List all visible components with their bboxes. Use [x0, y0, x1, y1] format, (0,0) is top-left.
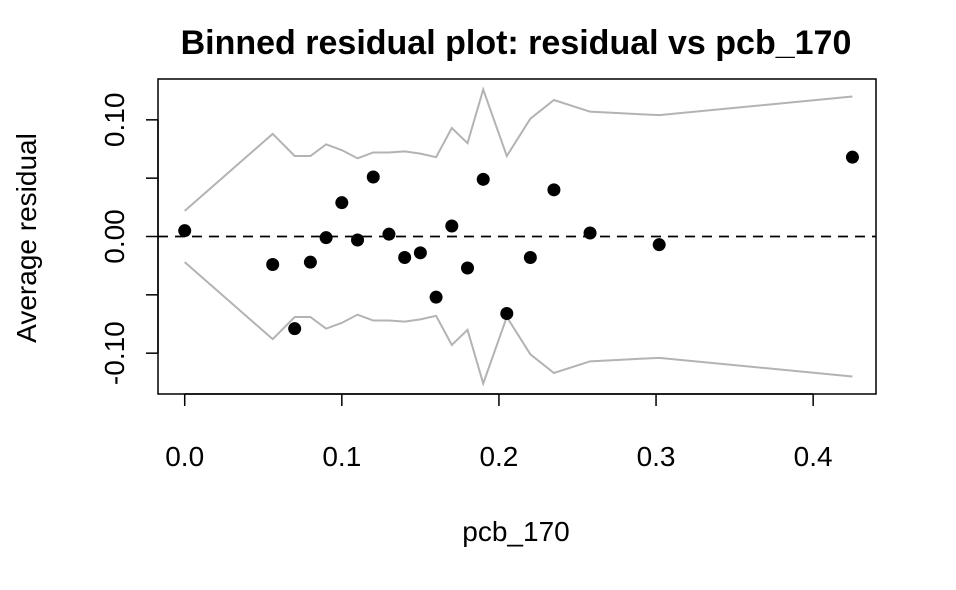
x-tick-label: 0.2: [479, 441, 518, 472]
data-point: [583, 226, 597, 240]
chart-title: Binned residual plot: residual vs pcb_17…: [181, 24, 852, 62]
data-point: [461, 261, 475, 275]
data-point: [366, 170, 380, 184]
data-point: [500, 307, 514, 320]
x-tick-label: 0.0: [165, 441, 204, 472]
data-point: [351, 233, 365, 247]
y-tick-label: 0.00: [99, 209, 130, 264]
plot-area: 0.0 0.1 0.2 0.3 0.4 -0.10 0.00 0.10: [99, 78, 877, 472]
x-tick-label: 0.4: [794, 441, 833, 472]
data-point: [288, 322, 302, 336]
data-point: [652, 238, 666, 252]
data-point: [845, 150, 859, 164]
data-point: [413, 246, 427, 260]
data-point: [523, 251, 537, 264]
data-point: [266, 258, 280, 271]
y-tick-label: 0.10: [99, 93, 130, 148]
y-axis-title: Average residual: [11, 133, 42, 343]
y-tick-label: -0.10: [99, 321, 130, 385]
data-point: [547, 183, 561, 197]
data-point: [382, 227, 396, 241]
data-point: [319, 231, 333, 245]
lower-bound-line: [184, 261, 853, 387]
x-axis-title: pcb_170: [462, 516, 569, 547]
data-point: [178, 224, 192, 238]
x-tick-label: 0.3: [637, 441, 676, 472]
data-point: [303, 255, 317, 269]
x-tick-label: 0.1: [322, 441, 361, 472]
upper-bound-line: [184, 86, 853, 212]
data-point: [335, 196, 349, 210]
data-point: [445, 219, 459, 233]
data-point: [429, 290, 443, 304]
data-point: [476, 172, 490, 186]
data-point: [398, 251, 412, 264]
